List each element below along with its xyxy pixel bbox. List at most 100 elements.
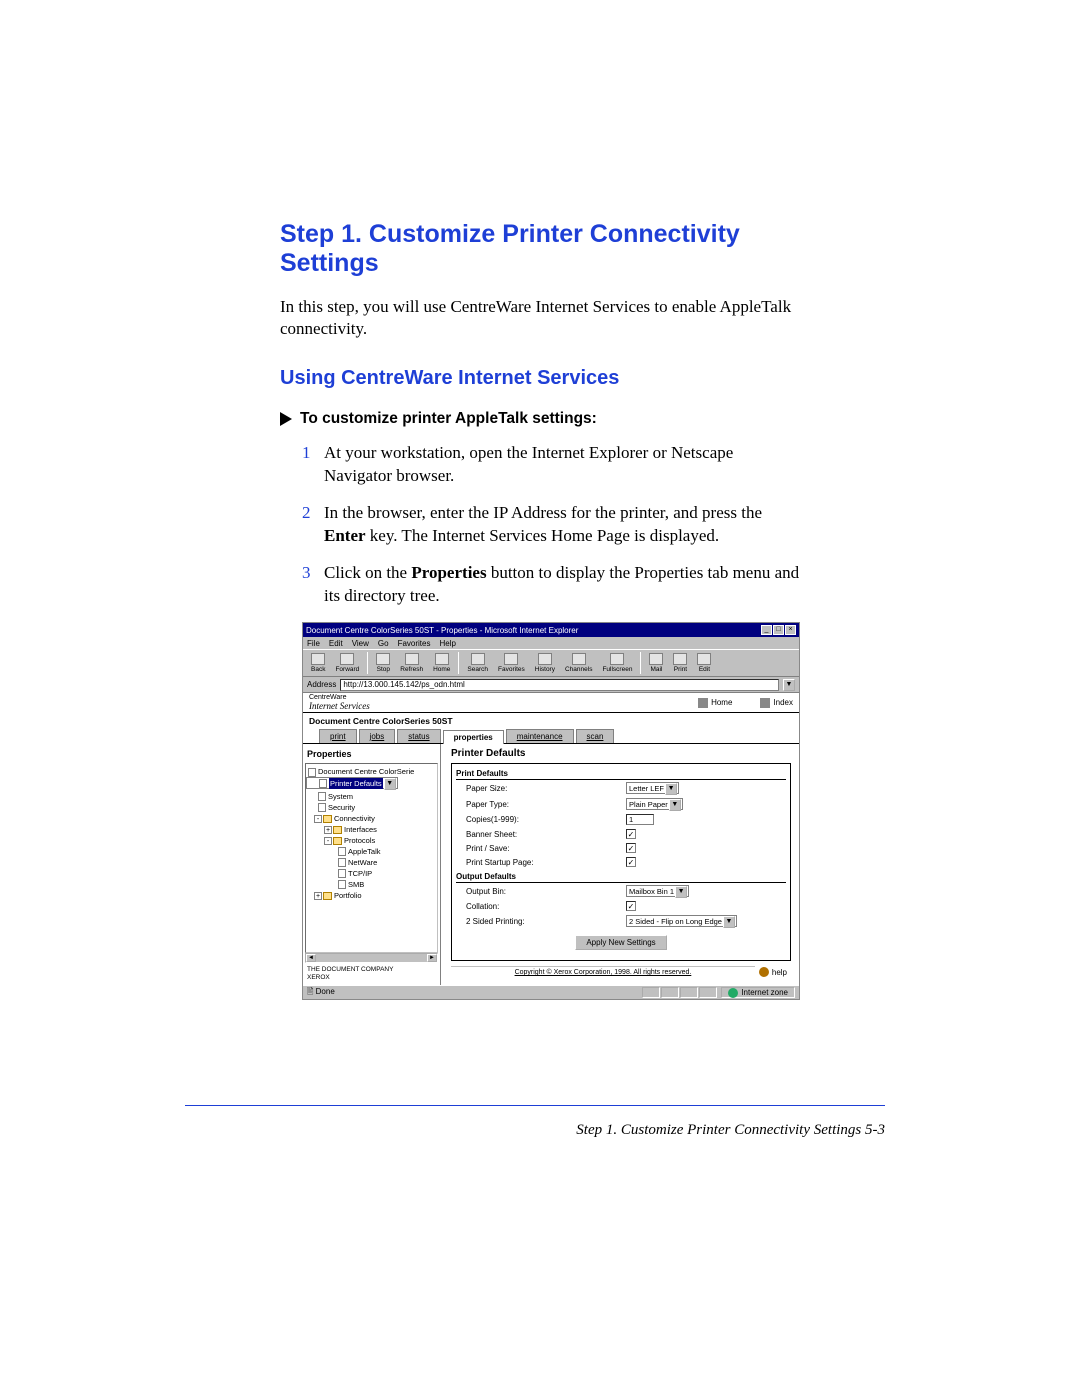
copies-input[interactable]: 1 (626, 814, 654, 825)
tab-maintenance[interactable]: maintenance (506, 729, 574, 743)
procedure-header: To customize printer AppleTalk settings: (280, 410, 800, 428)
toolbar-search[interactable]: Search (463, 652, 492, 674)
startup-checkbox[interactable]: ✓ (626, 857, 636, 867)
field-two-sided: 2 Sided Printing:2 Sided - Flip on Long … (456, 913, 786, 929)
toolbar-edit[interactable]: Edit (693, 652, 715, 674)
window-title: Document Centre ColorSeries 50ST - Prope… (306, 626, 578, 635)
address-input[interactable]: http://13.000.145.142/ps_odn.html (340, 679, 779, 691)
menu-file[interactable]: File (307, 639, 320, 648)
step-2-bold: Enter (324, 526, 366, 545)
index-icon (760, 698, 770, 708)
step-2-text-b: key. The Internet Services Home Page is … (366, 526, 720, 545)
page-title: Step 1. Customize Printer Connectivity S… (280, 220, 800, 278)
menu-go[interactable]: Go (378, 639, 389, 648)
tree-appletalk[interactable]: AppleTalk (306, 846, 437, 857)
two-sided-select[interactable]: 2 Sided - Flip on Long Edge (626, 915, 737, 927)
doc-icon (308, 768, 316, 777)
paper-size-select[interactable]: Letter LEF (626, 782, 679, 794)
status-zone: Internet zone (721, 987, 795, 998)
toolbar-divider (458, 652, 459, 674)
tree-root[interactable]: Document Centre ColorSerie (306, 766, 437, 777)
step-2: In the browser, enter the IP Address for… (302, 502, 800, 548)
toolbar: Back Forward Stop Refresh Home Search Fa… (303, 649, 799, 677)
menu-edit[interactable]: Edit (329, 639, 343, 648)
status-cells (642, 987, 717, 998)
printsave-checkbox[interactable]: ✓ (626, 843, 636, 853)
folder-icon (333, 837, 342, 845)
toolbar-divider (640, 652, 641, 674)
expand-icon[interactable]: + (314, 892, 322, 900)
field-output-bin: Output Bin:Mailbox Bin 1 (456, 883, 786, 899)
doc-icon (318, 792, 326, 801)
footer-rule (185, 1105, 885, 1106)
output-bin-select[interactable]: Mailbox Bin 1 (626, 885, 689, 897)
tree-portfolio[interactable]: +Portfolio (306, 890, 437, 901)
field-startup: Print Startup Page:✓ (456, 855, 786, 869)
menu-bar: File Edit View Go Favorites Help (303, 637, 799, 649)
close-button[interactable]: × (785, 625, 796, 635)
toolbar-history[interactable]: History (531, 652, 559, 674)
tree-printer-defaults[interactable]: Printer Defaults (306, 777, 398, 789)
tab-status[interactable]: status (397, 729, 440, 743)
toolbar-fullscreen[interactable]: Fullscreen (598, 652, 636, 674)
tree-scrollbar[interactable]: ◄ ► (305, 953, 438, 963)
toolbar-refresh[interactable]: Refresh (396, 652, 427, 674)
brand-bar: CentreWare Internet Services Home Index (303, 693, 799, 713)
toolbar-back[interactable]: Back (307, 652, 329, 674)
status-text: 🖹 Done (307, 986, 335, 1000)
toolbar-channels[interactable]: Channels (561, 652, 596, 674)
expand-icon[interactable]: + (324, 826, 332, 834)
brand-home-link[interactable]: Home (698, 698, 732, 708)
collapse-icon[interactable]: - (324, 837, 332, 845)
tab-jobs[interactable]: jobs (359, 729, 396, 743)
menu-help[interactable]: Help (439, 639, 455, 648)
toolbar-print[interactable]: Print (669, 652, 691, 674)
toolbar-divider (367, 652, 368, 674)
collation-checkbox[interactable]: ✓ (626, 901, 636, 911)
tree-smb[interactable]: SMB (306, 879, 437, 890)
page-footer: Step 1. Customize Printer Connectivity S… (185, 1122, 885, 1139)
apply-button[interactable]: Apply New Settings (575, 935, 666, 950)
tree-netware[interactable]: NetWare (306, 857, 437, 868)
field-print-save: Print / Save:✓ (456, 841, 786, 855)
tab-print[interactable]: print (319, 729, 357, 743)
toolbar-stop[interactable]: Stop (372, 652, 394, 674)
steps-list: At your workstation, open the Internet E… (280, 442, 800, 608)
tree-tcpip[interactable]: TCP/IP (306, 868, 437, 879)
collapse-icon[interactable]: - (314, 815, 322, 823)
maximize-button[interactable]: □ (773, 625, 784, 635)
intro-text: In this step, you will use CentreWare In… (280, 296, 800, 342)
tree-protocols[interactable]: -Protocols (306, 835, 437, 846)
address-dropdown[interactable]: ▼ (783, 679, 795, 691)
toolbar-favorites[interactable]: Favorites (494, 652, 529, 674)
tab-properties[interactable]: properties (443, 730, 504, 744)
paper-type-select[interactable]: Plain Paper (626, 798, 683, 810)
brand-logo: CentreWare Internet Services (309, 694, 370, 711)
toolbar-mail[interactable]: Mail (645, 652, 667, 674)
minimize-button[interactable]: _ (761, 625, 772, 635)
folder-icon (333, 826, 342, 834)
help-link[interactable]: help (755, 965, 791, 979)
toolbar-forward[interactable]: Forward (331, 652, 363, 674)
banner-checkbox[interactable]: ✓ (626, 829, 636, 839)
scroll-left-button[interactable]: ◄ (306, 954, 316, 962)
menu-favorites[interactable]: Favorites (398, 639, 431, 648)
doc-icon (338, 847, 346, 856)
tree-security[interactable]: Security (306, 802, 437, 813)
scroll-right-button[interactable]: ► (427, 954, 437, 962)
brand-index-link[interactable]: Index (760, 698, 793, 708)
help-icon (759, 967, 769, 977)
tab-scan[interactable]: scan (576, 729, 615, 743)
toolbar-home[interactable]: Home (429, 652, 454, 674)
address-bar: Address http://13.000.145.142/ps_odn.htm… (303, 677, 799, 693)
doc-icon (338, 880, 346, 889)
group-print-defaults: Print Defaults (456, 769, 786, 780)
menu-view[interactable]: View (352, 639, 369, 648)
tree-connectivity[interactable]: -Connectivity (306, 813, 437, 824)
form-pane: Printer Defaults Print Defaults Paper Si… (441, 744, 799, 985)
form-title: Printer Defaults (451, 748, 791, 759)
tree-interfaces[interactable]: +Interfaces (306, 824, 437, 835)
tree-system[interactable]: System (306, 791, 437, 802)
procedure-title: To customize printer AppleTalk settings: (300, 410, 597, 428)
status-bar: 🖹 Done Internet zone (303, 985, 799, 999)
